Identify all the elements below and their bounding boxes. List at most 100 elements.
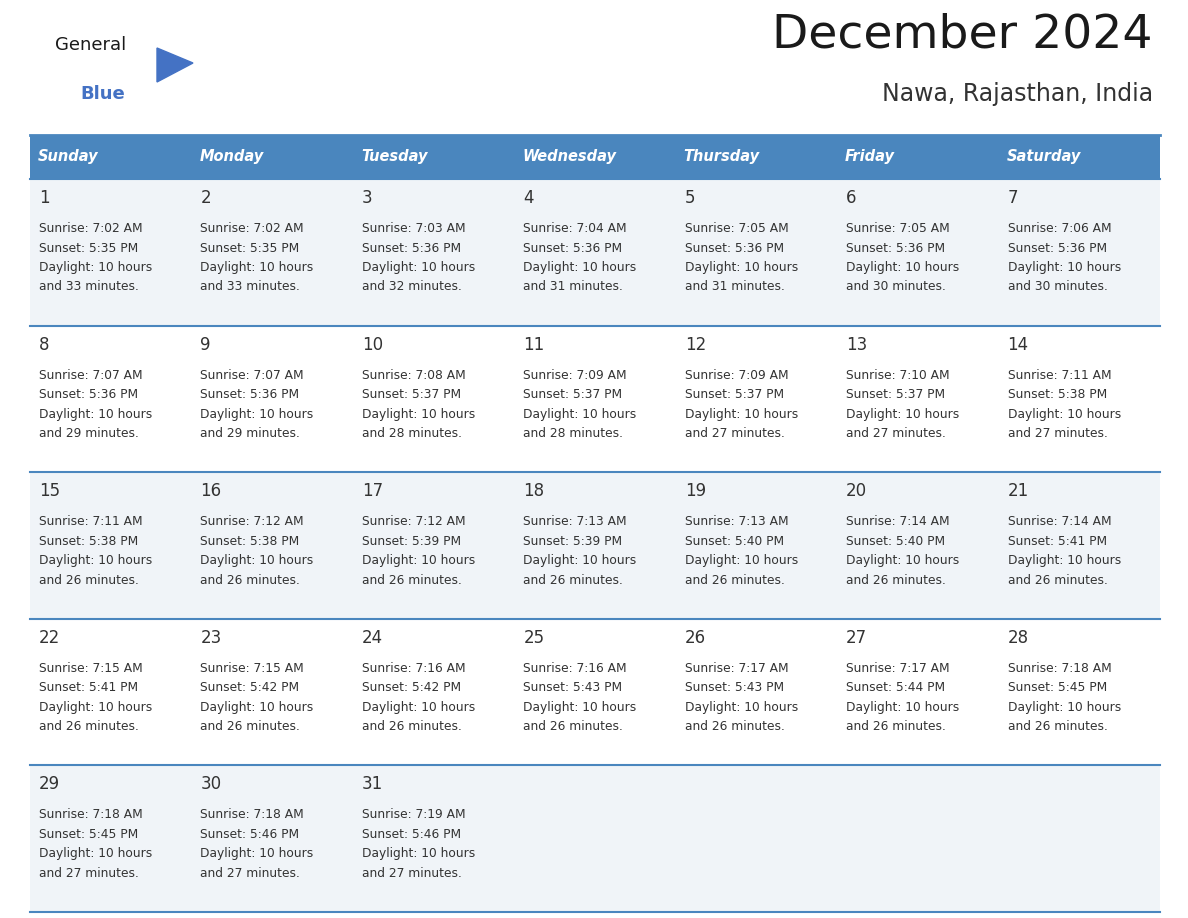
Text: Sunrise: 7:07 AM: Sunrise: 7:07 AM: [201, 369, 304, 382]
Text: Sunset: 5:41 PM: Sunset: 5:41 PM: [39, 681, 138, 694]
Text: Daylight: 10 hours: Daylight: 10 hours: [201, 554, 314, 567]
Text: Sunset: 5:37 PM: Sunset: 5:37 PM: [523, 388, 623, 401]
Text: and 26 minutes.: and 26 minutes.: [201, 721, 301, 733]
Text: 22: 22: [39, 629, 61, 647]
Text: and 31 minutes.: and 31 minutes.: [523, 281, 624, 294]
Text: Sunrise: 7:12 AM: Sunrise: 7:12 AM: [201, 515, 304, 528]
Text: and 27 minutes.: and 27 minutes.: [39, 867, 139, 879]
Text: Daylight: 10 hours: Daylight: 10 hours: [201, 408, 314, 420]
Text: and 27 minutes.: and 27 minutes.: [684, 427, 784, 440]
Text: and 29 minutes.: and 29 minutes.: [39, 427, 139, 440]
Text: Sunset: 5:37 PM: Sunset: 5:37 PM: [846, 388, 946, 401]
Text: Daylight: 10 hours: Daylight: 10 hours: [684, 261, 798, 274]
Text: and 26 minutes.: and 26 minutes.: [1007, 574, 1107, 587]
Text: 18: 18: [523, 482, 544, 500]
Text: and 27 minutes.: and 27 minutes.: [201, 867, 301, 879]
Text: Sunrise: 7:11 AM: Sunrise: 7:11 AM: [1007, 369, 1111, 382]
Polygon shape: [157, 48, 192, 82]
Text: Sunset: 5:45 PM: Sunset: 5:45 PM: [1007, 681, 1107, 694]
FancyBboxPatch shape: [30, 179, 1159, 326]
Text: Friday: Friday: [845, 150, 895, 164]
Text: and 26 minutes.: and 26 minutes.: [201, 574, 301, 587]
Text: Daylight: 10 hours: Daylight: 10 hours: [846, 261, 960, 274]
Text: Daylight: 10 hours: Daylight: 10 hours: [39, 261, 152, 274]
Text: Sunset: 5:37 PM: Sunset: 5:37 PM: [684, 388, 784, 401]
Text: and 31 minutes.: and 31 minutes.: [684, 281, 784, 294]
Text: Daylight: 10 hours: Daylight: 10 hours: [684, 700, 798, 714]
FancyBboxPatch shape: [30, 472, 1159, 619]
Text: Saturday: Saturday: [1006, 150, 1081, 164]
Text: 4: 4: [523, 189, 533, 207]
Text: Sunrise: 7:05 AM: Sunrise: 7:05 AM: [684, 222, 789, 235]
Text: December 2024: December 2024: [772, 12, 1154, 57]
FancyBboxPatch shape: [30, 619, 1159, 766]
Text: and 33 minutes.: and 33 minutes.: [201, 281, 301, 294]
Text: Sunrise: 7:04 AM: Sunrise: 7:04 AM: [523, 222, 627, 235]
Text: and 27 minutes.: and 27 minutes.: [362, 867, 462, 879]
Text: Sunday: Sunday: [38, 150, 99, 164]
Text: Sunset: 5:40 PM: Sunset: 5:40 PM: [846, 534, 946, 548]
FancyBboxPatch shape: [30, 766, 1159, 912]
Text: and 27 minutes.: and 27 minutes.: [1007, 427, 1107, 440]
Text: Sunrise: 7:02 AM: Sunrise: 7:02 AM: [201, 222, 304, 235]
Text: and 26 minutes.: and 26 minutes.: [523, 574, 624, 587]
Text: 14: 14: [1007, 336, 1029, 353]
Text: Sunrise: 7:13 AM: Sunrise: 7:13 AM: [684, 515, 789, 528]
Text: and 30 minutes.: and 30 minutes.: [846, 281, 946, 294]
Text: Sunrise: 7:07 AM: Sunrise: 7:07 AM: [39, 369, 143, 382]
Text: and 26 minutes.: and 26 minutes.: [362, 574, 462, 587]
Text: Sunrise: 7:16 AM: Sunrise: 7:16 AM: [523, 662, 627, 675]
Text: Sunset: 5:35 PM: Sunset: 5:35 PM: [39, 241, 138, 254]
Text: Monday: Monday: [200, 150, 264, 164]
Text: Daylight: 10 hours: Daylight: 10 hours: [39, 554, 152, 567]
Text: 8: 8: [39, 336, 50, 353]
Text: 3: 3: [362, 189, 373, 207]
Text: Daylight: 10 hours: Daylight: 10 hours: [1007, 261, 1120, 274]
Text: Sunrise: 7:17 AM: Sunrise: 7:17 AM: [846, 662, 949, 675]
Text: Daylight: 10 hours: Daylight: 10 hours: [201, 261, 314, 274]
Text: Daylight: 10 hours: Daylight: 10 hours: [846, 700, 960, 714]
Text: Sunset: 5:43 PM: Sunset: 5:43 PM: [523, 681, 623, 694]
Text: Daylight: 10 hours: Daylight: 10 hours: [39, 847, 152, 860]
Text: Sunset: 5:38 PM: Sunset: 5:38 PM: [1007, 388, 1107, 401]
Text: 13: 13: [846, 336, 867, 353]
FancyBboxPatch shape: [30, 135, 1159, 179]
Text: Sunset: 5:43 PM: Sunset: 5:43 PM: [684, 681, 784, 694]
Text: 10: 10: [362, 336, 383, 353]
Text: 29: 29: [39, 776, 61, 793]
Text: and 26 minutes.: and 26 minutes.: [39, 574, 139, 587]
Text: Sunset: 5:41 PM: Sunset: 5:41 PM: [1007, 534, 1107, 548]
Text: Tuesday: Tuesday: [361, 150, 428, 164]
Text: and 28 minutes.: and 28 minutes.: [523, 427, 624, 440]
Text: 27: 27: [846, 629, 867, 647]
Text: Daylight: 10 hours: Daylight: 10 hours: [362, 261, 475, 274]
Text: Sunset: 5:39 PM: Sunset: 5:39 PM: [523, 534, 623, 548]
Text: Sunrise: 7:14 AM: Sunrise: 7:14 AM: [846, 515, 949, 528]
Text: and 30 minutes.: and 30 minutes.: [1007, 281, 1107, 294]
Text: and 26 minutes.: and 26 minutes.: [1007, 721, 1107, 733]
Text: Sunrise: 7:08 AM: Sunrise: 7:08 AM: [362, 369, 466, 382]
Text: Daylight: 10 hours: Daylight: 10 hours: [523, 408, 637, 420]
Text: Sunrise: 7:12 AM: Sunrise: 7:12 AM: [362, 515, 466, 528]
Text: 6: 6: [846, 189, 857, 207]
Text: Daylight: 10 hours: Daylight: 10 hours: [201, 847, 314, 860]
Text: 19: 19: [684, 482, 706, 500]
Text: Nawa, Rajasthan, India: Nawa, Rajasthan, India: [881, 82, 1154, 106]
Text: 23: 23: [201, 629, 222, 647]
Text: Daylight: 10 hours: Daylight: 10 hours: [1007, 554, 1120, 567]
Text: and 26 minutes.: and 26 minutes.: [523, 721, 624, 733]
Text: and 32 minutes.: and 32 minutes.: [362, 281, 462, 294]
Text: Sunset: 5:36 PM: Sunset: 5:36 PM: [1007, 241, 1107, 254]
Text: Sunrise: 7:11 AM: Sunrise: 7:11 AM: [39, 515, 143, 528]
Text: Daylight: 10 hours: Daylight: 10 hours: [684, 554, 798, 567]
Text: 9: 9: [201, 336, 211, 353]
Text: Sunset: 5:36 PM: Sunset: 5:36 PM: [684, 241, 784, 254]
Text: Sunrise: 7:16 AM: Sunrise: 7:16 AM: [362, 662, 466, 675]
Text: and 28 minutes.: and 28 minutes.: [362, 427, 462, 440]
Text: 25: 25: [523, 629, 544, 647]
Text: Sunrise: 7:18 AM: Sunrise: 7:18 AM: [201, 809, 304, 822]
Text: General: General: [55, 36, 126, 54]
Text: 11: 11: [523, 336, 544, 353]
Text: 16: 16: [201, 482, 221, 500]
Text: Sunset: 5:44 PM: Sunset: 5:44 PM: [846, 681, 946, 694]
